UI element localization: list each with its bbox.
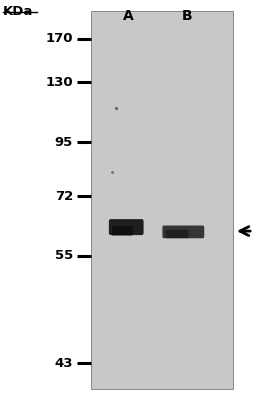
- Text: KDa: KDa: [3, 5, 34, 18]
- Text: 72: 72: [55, 190, 73, 202]
- FancyBboxPatch shape: [162, 226, 203, 238]
- Text: B: B: [181, 10, 192, 24]
- FancyBboxPatch shape: [112, 226, 132, 236]
- Text: 55: 55: [55, 249, 73, 262]
- FancyBboxPatch shape: [165, 230, 188, 238]
- FancyBboxPatch shape: [108, 219, 143, 235]
- Bar: [90, 11, 232, 389]
- Text: A: A: [123, 10, 134, 24]
- Text: 130: 130: [45, 76, 73, 89]
- Text: 170: 170: [45, 32, 73, 45]
- Text: 43: 43: [54, 357, 73, 370]
- Text: 95: 95: [55, 136, 73, 149]
